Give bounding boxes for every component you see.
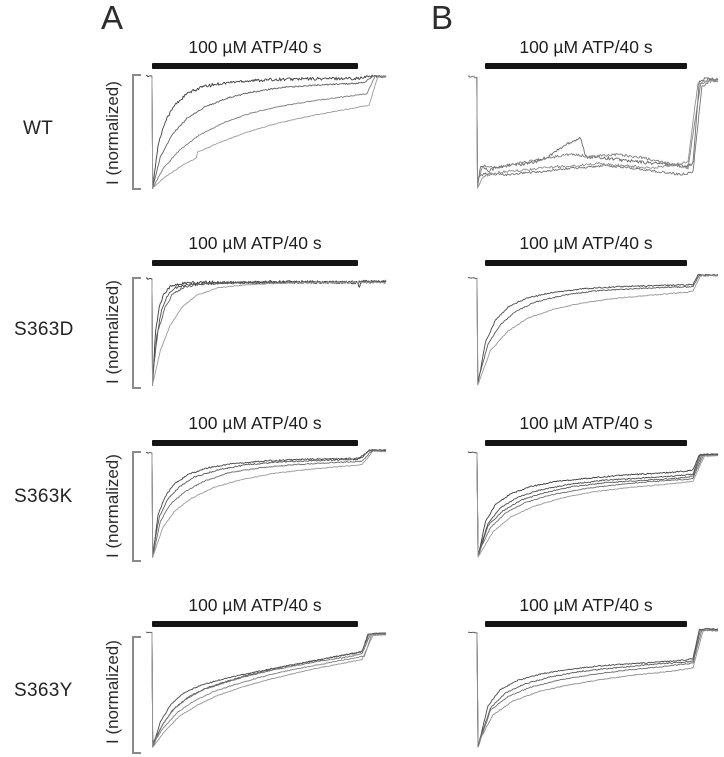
pulse-label: 100 µM ATP/40 s [188,233,322,253]
pulse-label: 100 µM ATP/40 s [188,37,322,57]
trace-plot-s363d-a [145,277,387,386]
trace-plot-wt-a [145,74,387,189]
pulse-label: 100 µM ATP/40 s [519,37,653,57]
atp-application-bar [485,260,687,266]
trace-plot-s363y-b [467,627,719,748]
row-label-s363d: S363D [14,319,74,340]
panel-letter-b: B [431,0,454,36]
pulse-label: 100 µM ATP/40 s [188,595,322,615]
trace-plot-wt-b [467,75,719,189]
pulse-label: 100 µM ATP/40 s [519,413,653,433]
trace-plot-s363y-a [145,631,387,748]
trace-plot-s363k-b [467,451,719,558]
current-scale-bracket [132,74,141,190]
atp-application-bar [485,621,687,627]
row-label-s363k: S363K [14,486,73,507]
y-axis-label: I (normalized) [103,454,122,558]
y-axis-label: I (normalized) [103,280,122,384]
atp-application-bar [152,621,358,627]
atp-application-bar [485,63,687,69]
atp-application-bar [485,440,687,446]
atp-application-bar [152,440,358,446]
current-scale-bracket [132,451,141,562]
trace-plot-s363k-a [145,448,387,558]
atp-application-bar [152,63,358,69]
y-axis-label: I (normalized) [103,640,122,744]
atp-application-bar [152,260,358,266]
pulse-label: 100 µM ATP/40 s [188,413,322,433]
row-label-wt: WT [23,118,54,139]
pulse-label: 100 µM ATP/40 s [519,595,653,615]
row-label-s363y: S363Y [14,680,73,701]
current-scale-bracket [132,636,141,754]
pulse-label: 100 µM ATP/40 s [519,233,653,253]
y-axis-label: I (normalized) [103,81,122,185]
panel-letter-a: A [101,0,124,36]
current-scale-bracket [132,277,141,389]
trace-plot-s363d-b [467,273,719,386]
